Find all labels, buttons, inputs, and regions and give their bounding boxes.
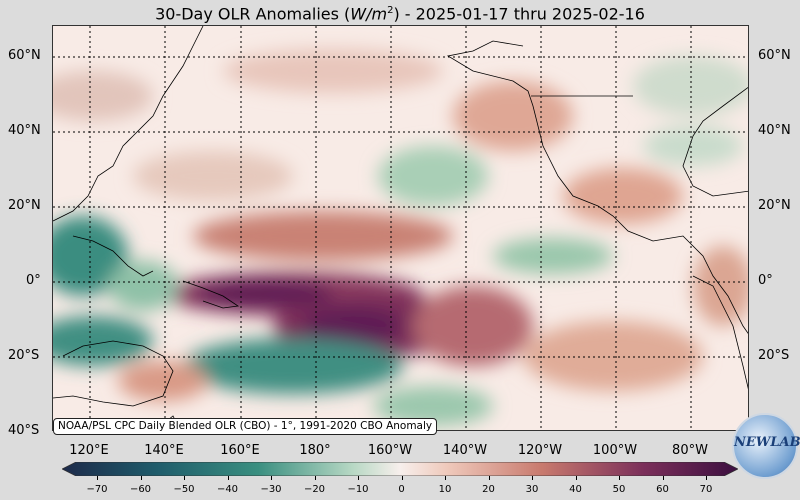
lat-label-60n-right: 60°N: [758, 48, 791, 63]
lon-label-80w: 80°W: [672, 443, 708, 458]
colorbar-tick-mark: [271, 476, 272, 480]
lab-logo: NEWLAB: [732, 413, 800, 479]
colorbar-tick-mark: [97, 476, 98, 480]
lat-label-eq-left: 0°: [26, 273, 41, 288]
lab-logo-text: NEWLAB: [734, 435, 800, 450]
colorbar-tick-label: −30: [260, 484, 282, 495]
colorbar-tick-mark: [575, 476, 577, 480]
lon-label-120w: 120°W: [517, 443, 563, 458]
colorbar-tick-label: 10: [438, 484, 452, 495]
colorbar: [62, 462, 738, 476]
colorbar-tick-label: 70: [699, 484, 713, 495]
lon-label-180: 180°: [299, 443, 331, 458]
colorbar-tick-mark: [488, 476, 490, 480]
map-title: 30-Day OLR Anomalies (W/m2) - 2025-01-17…: [155, 4, 645, 24]
lat-label-20s-left: 20°S: [8, 348, 40, 363]
anomaly-map: [52, 25, 749, 431]
lat-label-40n-left: 40°N: [8, 123, 41, 138]
lat-label-40s-left: 40°S: [8, 423, 40, 438]
colorbar-tick-label: −70: [86, 484, 108, 495]
colorbar-tick-label: 0: [398, 484, 405, 495]
lon-label-140e: 140°E: [144, 443, 184, 458]
lon-label-120e: 120°E: [69, 443, 109, 458]
colorbar-tick-mark: [706, 476, 707, 480]
colorbar-tick-label: 20: [482, 484, 495, 495]
colorbar-tick-label: 40: [569, 484, 582, 495]
colorbar-tick-label: −50: [173, 484, 195, 495]
lon-label-160e: 160°E: [220, 443, 260, 458]
lat-label-40n-right: 40°N: [758, 123, 791, 138]
lat-label-20n-left: 20°N: [8, 198, 41, 213]
lon-label-160w: 160°W: [367, 443, 413, 458]
colorbar-tick-mark: [358, 476, 359, 480]
colorbar-tick-label: −10: [347, 484, 369, 495]
map-field: [53, 26, 748, 430]
colorbar-tick-mark: [619, 476, 620, 480]
data-source-caption: NOAA/PSL CPC Daily Blended OLR (CBO) - 1…: [53, 418, 438, 435]
lat-label-20s-right: 20°S: [758, 348, 790, 363]
colorbar-tick-mark: [662, 476, 664, 480]
lat-label-eq-right: 0°: [758, 273, 773, 288]
colorbar-tick-label: −20: [303, 484, 326, 495]
lon-label-140w: 140°W: [442, 443, 488, 458]
colorbar-tick-mark: [314, 476, 316, 480]
colorbar-tick-label: −60: [129, 484, 152, 495]
colorbar-tick-mark: [184, 476, 185, 480]
colorbar-tick-label: 60: [656, 484, 669, 495]
lat-label-60n-left: 60°N: [8, 48, 41, 63]
colorbar-tick-mark: [401, 476, 403, 480]
lon-label-100w: 100°W: [592, 443, 638, 458]
colorbar-tick-label: −40: [216, 484, 239, 495]
colorbar-tick-mark: [445, 476, 446, 480]
colorbar-tick-mark: [532, 476, 533, 480]
colorbar-tick-label: 30: [525, 484, 539, 495]
colorbar-tick-mark: [140, 476, 142, 480]
colorbar-tick-mark: [227, 476, 229, 480]
lat-label-20n-right: 20°N: [758, 198, 791, 213]
colorbar-tick-label: 50: [612, 484, 626, 495]
